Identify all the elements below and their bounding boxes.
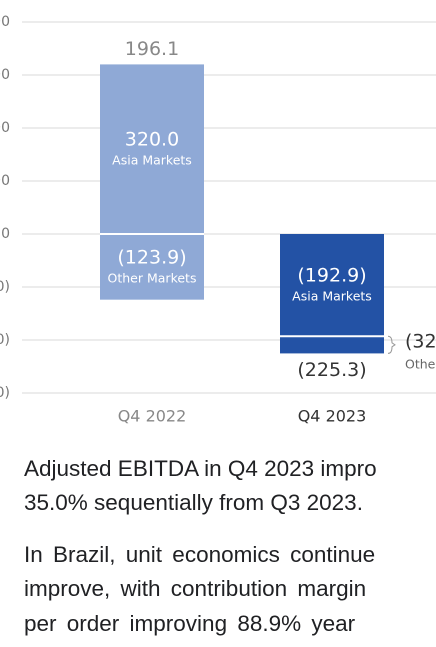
bar-segment (100, 64, 204, 235)
text-line: 35.0% sequentially from Q3 2023. (24, 490, 363, 515)
value-label: (32.4) (405, 330, 436, 352)
text-line: Adjusted EBITDA in Q4 2023 impro (24, 456, 377, 481)
y-tick-label: 0 (1, 226, 10, 242)
bar-segment (100, 234, 204, 300)
chart: (300) (200) (100) 0 100 200 300 400 Q4 2022 320.0… (0, 14, 436, 426)
y-tick-label: 300 (0, 67, 10, 83)
segment-name: Asia Markets (112, 153, 192, 168)
y-tick-label: (200) (0, 332, 10, 348)
value-label: (123.9) (117, 246, 186, 268)
y-tick-label: 400 (0, 14, 10, 30)
text-line: In Brazil, unit economics continue (24, 542, 376, 567)
y-tick-label: 200 (0, 120, 10, 136)
y-tick-label: (300) (0, 385, 10, 401)
value-label: 320.0 (125, 129, 179, 151)
text-line: improve, with contribution margin (24, 576, 367, 601)
segment-name: Other Markets (108, 270, 197, 285)
total-label: 196.1 (125, 38, 179, 60)
y-tick-label: 100 (0, 173, 10, 189)
segment-name: Asia Markets (292, 289, 372, 304)
x-tick-label: Q4 2023 (298, 407, 367, 426)
text-line: per order improving 88.9% year (24, 611, 356, 636)
total-label: (225.3) (297, 359, 366, 381)
value-label: (192.9) (297, 265, 366, 287)
segment-name: Other Markets (405, 356, 436, 371)
y-tick-label: (100) (0, 279, 10, 295)
x-tick-label: Q4 2022 (118, 407, 187, 426)
bar-segment (280, 336, 384, 354)
brace (387, 335, 396, 354)
bar-segment (280, 234, 384, 337)
